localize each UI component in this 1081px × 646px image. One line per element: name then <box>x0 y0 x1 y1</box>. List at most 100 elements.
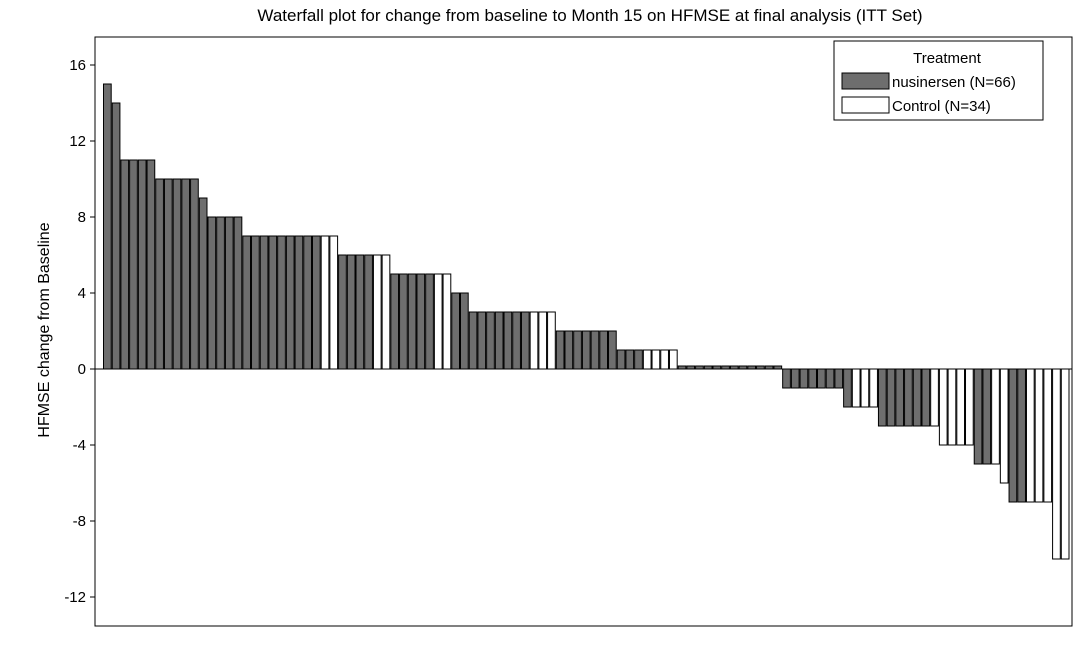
bar-nusinersen <box>782 368 791 389</box>
bar-nusinersen <box>233 216 243 370</box>
bar-nusinersen <box>581 330 591 370</box>
bar-nusinersen <box>460 292 469 370</box>
bar-control <box>433 273 443 370</box>
bar-nusinersen <box>355 254 365 370</box>
bar-nusinersen <box>416 273 426 370</box>
plot-area-frame <box>94 36 1073 627</box>
bar-control <box>1034 368 1044 503</box>
legend-label-nusinersen: nusinersen (N=66) <box>892 74 1016 91</box>
bar-control <box>668 349 678 370</box>
bar-control <box>965 368 974 446</box>
legend-title: Treatment <box>913 50 982 67</box>
y-tick-label: -4 <box>73 437 86 454</box>
bar-nusinersen <box>364 254 373 370</box>
bar-control <box>999 368 1009 484</box>
bar-nusinersen <box>634 349 643 370</box>
y-tick-label: 4 <box>78 285 86 302</box>
bar-nusinersen <box>425 273 434 370</box>
bar-nusinersen <box>146 159 156 370</box>
bar-nusinersen <box>921 368 931 427</box>
bar-nusinersen <box>816 368 826 389</box>
bar-control <box>442 273 452 370</box>
bar-nusinersen <box>512 311 521 370</box>
y-tick-label: 0 <box>78 361 86 378</box>
bar-nusinersen <box>912 368 922 427</box>
bar-nusinersen <box>486 311 495 370</box>
bar-nusinersen <box>477 311 487 370</box>
bar-nusinersen <box>520 311 530 370</box>
legend-label-control: Control (N=34) <box>892 98 991 115</box>
bar-control <box>1052 368 1061 560</box>
chart-title: Waterfall plot for change from baseline … <box>257 6 922 25</box>
bar-nusinersen <box>886 368 896 427</box>
bar-nusinersen <box>163 178 173 370</box>
bar-control <box>529 311 539 370</box>
bar-nusinersen <box>843 368 852 408</box>
bar-control <box>372 254 382 370</box>
bar-control <box>381 254 391 370</box>
bar-control <box>1043 368 1053 503</box>
bar-nusinersen <box>608 330 617 370</box>
legend: Treatment nusinersen (N=66) Control (N=3… <box>833 40 1044 121</box>
bar-nusinersen <box>468 311 478 370</box>
bar-control <box>651 349 661 370</box>
y-tick-label: -8 <box>73 513 86 530</box>
y-tick-label: 16 <box>69 57 86 74</box>
bar-group <box>103 83 1070 560</box>
bar-nusinersen <box>251 235 260 370</box>
bar-nusinersen <box>503 311 513 370</box>
bar-nusinersen <box>877 368 887 427</box>
bar-nusinersen <box>564 330 574 370</box>
bar-nusinersen <box>451 292 461 370</box>
bar-nusinersen <box>216 216 225 370</box>
bar-nusinersen <box>111 102 121 370</box>
bar-control <box>538 311 548 370</box>
bar-nusinersen <box>494 311 504 370</box>
bar-nusinersen <box>625 349 635 370</box>
bar-nusinersen <box>825 368 835 389</box>
y-axis: 16 12 8 4 0 -4 -8 -12 <box>64 57 95 606</box>
bar-control <box>956 368 966 446</box>
bar-nusinersen <box>338 254 347 370</box>
bar-nusinersen <box>346 254 356 370</box>
bar-nusinersen <box>198 197 208 370</box>
bar-nusinersen <box>599 330 609 370</box>
bar-nusinersen <box>573 330 582 370</box>
bar-nusinersen <box>790 368 800 389</box>
bar-nusinersen <box>390 273 400 370</box>
bar-nusinersen <box>181 178 191 370</box>
bar-nusinersen <box>285 235 295 370</box>
bar-control <box>547 311 556 370</box>
bar-nusinersen <box>259 235 269 370</box>
y-tick-label: 8 <box>78 209 86 226</box>
bar-control <box>1025 368 1035 503</box>
bar-nusinersen <box>294 235 304 370</box>
bar-nusinersen <box>303 235 312 370</box>
bar-nusinersen <box>242 235 252 370</box>
bar-nusinersen <box>1008 368 1018 503</box>
bar-nusinersen <box>407 273 417 370</box>
bar-control <box>660 349 669 370</box>
bar-control <box>938 368 948 446</box>
y-tick-label: -12 <box>64 589 86 606</box>
bar-nusinersen <box>904 368 913 427</box>
bar-nusinersen <box>311 235 321 370</box>
bar-nusinersen <box>224 216 234 370</box>
bar-nusinersen <box>155 178 164 370</box>
bar-control <box>329 235 339 370</box>
bar-nusinersen <box>616 349 626 370</box>
bar-nusinersen <box>1017 368 1026 503</box>
bar-nusinersen <box>399 273 408 370</box>
bar-nusinersen <box>172 178 182 370</box>
bar-nusinersen <box>799 368 809 389</box>
bar-control <box>642 349 652 370</box>
bar-nusinersen <box>277 235 286 370</box>
bar-nusinersen <box>590 330 600 370</box>
bar-control <box>869 368 878 408</box>
bar-control <box>860 368 870 408</box>
bar-control <box>991 368 1000 465</box>
bar-nusinersen <box>103 83 112 370</box>
bar-nusinersen <box>555 330 565 370</box>
bar-control <box>1060 368 1070 560</box>
